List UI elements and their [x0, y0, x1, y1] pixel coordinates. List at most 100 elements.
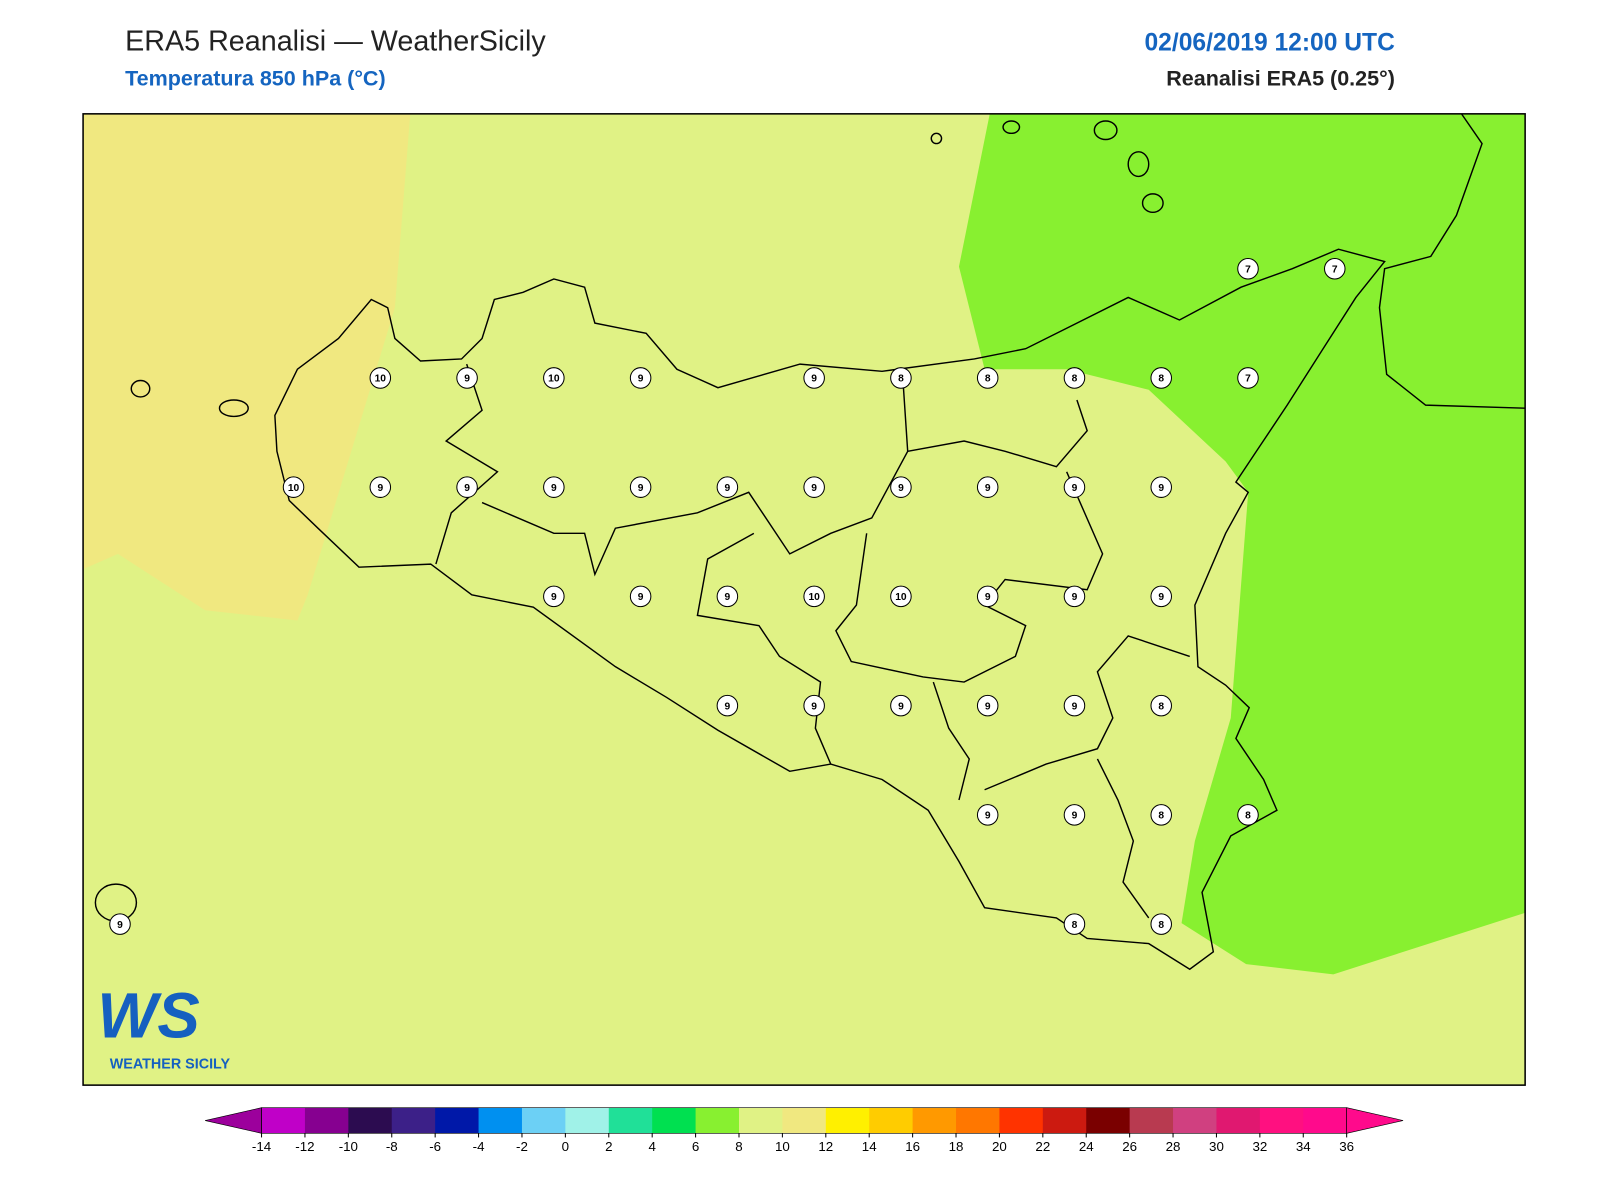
colorbar-extend-low	[205, 1107, 262, 1134]
station-marker	[976, 585, 999, 608]
station-value: 9	[638, 592, 644, 603]
datetime: 02/06/2019 12:00 UTC	[1144, 30, 1395, 57]
station-marker	[1063, 476, 1086, 498]
colorbar-segment	[1086, 1107, 1131, 1134]
colorbar-tick-label: 2	[605, 1139, 612, 1154]
colorbar-segment	[1173, 1107, 1217, 1134]
colorbar-tick-label: 30	[1209, 1139, 1224, 1154]
colorbar-tick-label: -4	[473, 1139, 485, 1154]
station-value: 9	[1158, 483, 1164, 494]
station-value: 9	[464, 483, 470, 494]
station-marker	[976, 804, 999, 826]
station-marker	[1063, 913, 1086, 935]
station-marker	[543, 476, 565, 498]
colorbar-segment	[608, 1107, 653, 1134]
colorbar-tick-label: 20	[992, 1139, 1007, 1154]
station-marker	[282, 476, 305, 498]
station-marker	[629, 476, 652, 498]
station-value: 9	[638, 374, 644, 385]
colorbar-tick-label: -12	[295, 1139, 314, 1154]
station-value: 7	[1245, 374, 1251, 385]
station-marker	[890, 476, 912, 498]
colorbar-segment	[348, 1107, 393, 1134]
station-marker	[1150, 476, 1172, 498]
station-marker	[1063, 804, 1086, 826]
colorbar-segment	[435, 1107, 480, 1134]
station-marker	[456, 476, 478, 498]
station-marker	[1324, 257, 1346, 280]
source: Reanalisi ERA5 (0.25°)	[1166, 67, 1395, 91]
station-marker	[1150, 913, 1172, 935]
colorbar-tick-label: -14	[252, 1139, 272, 1154]
station-value: 9	[464, 374, 470, 385]
colorbar-tick-label: 14	[862, 1139, 877, 1154]
island	[1141, 193, 1164, 214]
colorbar-tick-label: 18	[949, 1139, 964, 1154]
station-marker	[109, 913, 131, 935]
station-marker	[803, 694, 825, 717]
station-marker	[1150, 367, 1172, 389]
station-value: 9	[725, 592, 731, 603]
station-marker	[1063, 367, 1086, 389]
station-value: 9	[1158, 592, 1164, 603]
station-value: 9	[725, 701, 731, 712]
station-marker	[1237, 257, 1259, 280]
colorbar-tick-label: -10	[339, 1139, 358, 1154]
colorbar-segment	[478, 1107, 523, 1134]
field-6-8	[958, 113, 1526, 975]
colorbar-tick-label: -6	[429, 1139, 441, 1154]
station-value: 9	[985, 592, 991, 603]
station-value: 10	[808, 592, 820, 603]
station-marker	[456, 367, 478, 389]
station-marker	[629, 367, 652, 389]
station-value: 9	[985, 701, 991, 712]
station-value: 9	[551, 592, 557, 603]
station-value: 8	[898, 374, 904, 385]
station-marker	[543, 367, 565, 389]
station-value: 8	[1072, 920, 1078, 931]
colorbar-tick-label: 4	[648, 1139, 656, 1154]
station-value: 9	[811, 701, 817, 712]
station-marker	[890, 694, 912, 717]
station-marker	[976, 476, 999, 498]
station-marker	[1150, 694, 1172, 717]
station-value: 8	[985, 374, 991, 385]
station-value: 9	[725, 483, 731, 494]
logo: WS WEATHER SICILY	[97, 980, 230, 1072]
station-marker	[1237, 804, 1259, 826]
station-marker	[543, 585, 565, 608]
station-value: 9	[1072, 701, 1078, 712]
colorbar-segment	[1129, 1107, 1174, 1134]
colorbar-tick-label: 36	[1339, 1139, 1354, 1154]
provinces	[435, 363, 1190, 919]
colorbar-segment	[1042, 1107, 1087, 1134]
station-value: 9	[1072, 811, 1078, 822]
island	[1127, 151, 1150, 178]
station-value: 8	[1158, 701, 1164, 712]
station-marker	[1063, 694, 1086, 717]
station-marker	[976, 694, 999, 717]
station-value: 9	[811, 483, 817, 494]
station-value: 9	[1072, 592, 1078, 603]
island	[1002, 120, 1021, 135]
colorbar-segment	[261, 1107, 306, 1134]
station-marker	[369, 476, 392, 498]
station-value: 9	[985, 811, 991, 822]
station-marker	[716, 694, 739, 717]
subtitle: Temperatura 850 hPa (°C)	[125, 67, 386, 91]
station-value: 8	[1245, 811, 1251, 822]
station-value: 9	[811, 374, 817, 385]
colorbar-tick-label: 8	[735, 1139, 742, 1154]
colorbar-segment	[652, 1107, 697, 1134]
station-marker	[803, 476, 825, 498]
colorbar-tick-label: 24	[1079, 1139, 1094, 1154]
station-value: 10	[895, 592, 907, 603]
colorbar-tick-label: 28	[1166, 1139, 1181, 1154]
station-value: 9	[638, 483, 644, 494]
colorbar-segment	[1303, 1107, 1348, 1134]
colorbar-tick-label: -8	[386, 1139, 398, 1154]
station-marker	[716, 585, 739, 608]
station-value: 9	[898, 483, 904, 494]
colorbar-tick-label: 34	[1296, 1139, 1311, 1154]
map-frame	[82, 113, 1526, 1086]
